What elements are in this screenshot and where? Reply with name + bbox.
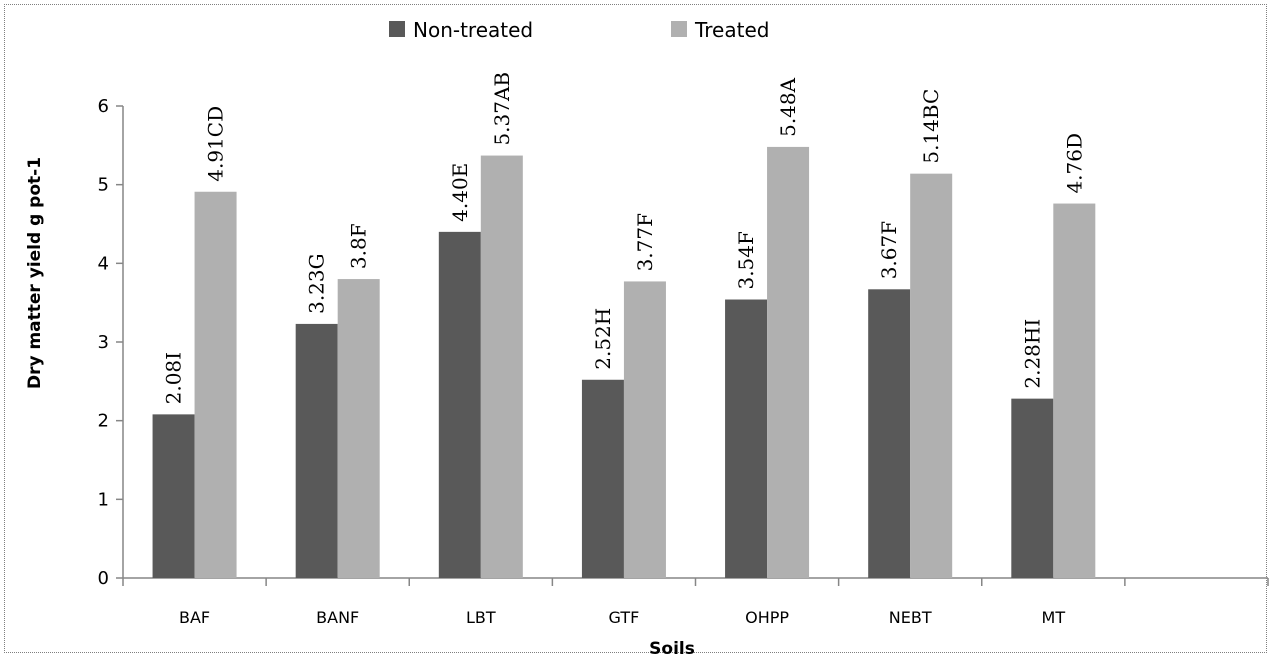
data-label: 3.67F [877,221,901,280]
y-tick-label: 2 [98,411,109,432]
data-label: 5.48A [776,77,800,137]
y-tick-label: 3 [98,332,109,353]
bar-treated [337,279,380,578]
data-label: 4.76D [1062,133,1086,194]
legend: Non-treated Treated [389,18,769,42]
bar-non-treated [152,414,195,578]
bar-non-treated [1011,398,1054,578]
bar-non-treated [581,379,624,578]
bar-treated [1053,203,1096,578]
data-label: 3.23G [305,253,329,314]
data-label: 5.14BC [919,89,943,164]
data-label: 4.91CD [204,106,228,182]
data-label: 3.54F [734,231,758,290]
x-axis-title: Soils [649,639,695,659]
y-tick-label: 4 [98,253,109,274]
y-tick-label: 5 [98,175,109,196]
bar-treated [767,146,810,578]
x-tick-label: MT [1042,608,1066,627]
x-tick-label: LBT [466,608,496,627]
y-tick-label: 1 [98,489,109,510]
data-label: 5.37AB [490,72,514,146]
bars [152,146,1096,579]
legend-label: Treated [694,18,769,42]
data-label: 2.52H [591,308,615,370]
bar-treated [480,155,523,578]
bar-non-treated [295,323,338,578]
bar-non-treated [868,289,911,578]
y-tick-label: 6 [98,96,109,117]
x-tick-label: NEBT [889,608,932,627]
x-tick-label: BANF [316,608,359,627]
bar-non-treated [438,231,481,578]
chart-frame [4,4,1267,653]
legend-swatch-non-treated [389,21,405,37]
axes: 0 1 2 3 4 5 6 BAF BANF LBT GTF OHPP NEBT MT [98,96,1269,627]
bar-treated [194,191,237,578]
y-tick-label: 0 [98,568,109,589]
data-label: 2.28HI [1020,319,1044,389]
x-tick-label: BAF [179,608,210,627]
bar-non-treated [725,299,768,578]
data-label: 4.40E [448,163,472,222]
x-tick-label: GTF [609,608,640,627]
data-label: 2.08I [162,352,186,404]
x-tick-label: OHPP [745,608,789,627]
legend-label: Non-treated [413,18,533,42]
data-label: 3.8F [347,223,371,269]
y-axis-title: Dry matter yield g pot-1 [25,157,45,389]
bar-treated [910,173,953,579]
data-label: 3.77F [633,213,657,272]
legend-swatch-treated [671,21,687,37]
data-labels: 2.08I 3.23G 4.40E 2.52H 3.54F 3.67F 2.28HI 4.91… [162,72,1087,404]
bar-treated [623,281,666,578]
